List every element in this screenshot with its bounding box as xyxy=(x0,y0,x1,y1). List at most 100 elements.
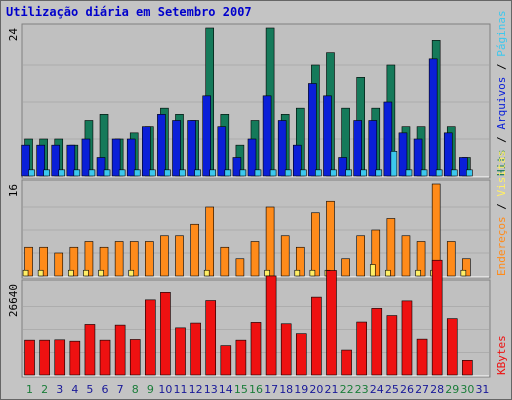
visitas-bar-day-13 xyxy=(203,269,210,277)
paginas-bar-day-3 xyxy=(58,169,66,177)
day-label-5: 5 xyxy=(86,383,93,396)
kbytes-bar-day-6 xyxy=(99,339,111,376)
day-label-13: 13 xyxy=(204,383,218,396)
kbytes-bar-day-15 xyxy=(235,339,247,376)
enderecos-bar-day-13 xyxy=(205,206,215,277)
kbytes-bar-day-27 xyxy=(416,338,428,376)
kbytes-bar-day-14 xyxy=(220,345,232,376)
kbytes-bar-day-17 xyxy=(265,275,277,376)
kbytes-bar-day-11 xyxy=(175,327,186,376)
visitas-bar-day-6 xyxy=(98,269,104,277)
paginas-bar-day-22 xyxy=(345,169,352,177)
legend-item-hits: Hits xyxy=(495,150,508,177)
kbytes-bar-day-3 xyxy=(54,339,66,376)
arquivos-bar-day-21 xyxy=(323,95,332,177)
enderecos-bar-day-27 xyxy=(416,241,426,277)
enderecos-bar-day-15 xyxy=(235,258,245,277)
arquivos-bar-day-3 xyxy=(51,144,61,177)
kbytes-bar-day-5 xyxy=(84,324,96,376)
arquivos-bar-day-20 xyxy=(308,83,317,177)
day-label-6: 6 xyxy=(102,383,109,396)
visitas-bar-day-2 xyxy=(37,269,44,277)
day-label-19: 19 xyxy=(294,383,308,396)
day-label-15: 15 xyxy=(234,383,248,396)
day-label-12: 12 xyxy=(189,383,203,396)
arquivos-bar-day-9 xyxy=(142,126,151,177)
paginas-bar-day-13 xyxy=(209,169,217,177)
arquivos-bar-day-4 xyxy=(66,144,76,177)
chart-title: Utilização diária em Setembro 2007 xyxy=(6,5,252,19)
paginas-bar-day-17 xyxy=(269,169,277,177)
arquivos-bar-day-30 xyxy=(459,157,468,177)
paginas-bar-day-26 xyxy=(405,169,413,177)
day-label-17: 17 xyxy=(264,383,278,396)
visitas-bar-day-17 xyxy=(264,269,270,277)
paginas-bar-day-5 xyxy=(88,169,96,177)
paginas-bar-day-24 xyxy=(375,169,383,177)
arquivos-bar-day-28 xyxy=(428,58,438,177)
day-label-26: 26 xyxy=(400,383,414,396)
legend-item-paginas: Páginas xyxy=(495,10,508,56)
day-label-3: 3 xyxy=(56,383,63,396)
visitas-bar-day-19 xyxy=(294,269,301,277)
day-label-4: 4 xyxy=(71,383,78,396)
paginas-bar-day-23 xyxy=(360,169,367,177)
kbytes-bar-day-1 xyxy=(24,339,35,376)
day-label-25: 25 xyxy=(385,383,399,396)
enderecos-bar-day-1 xyxy=(24,246,33,277)
legend-item-enderecos: Endereços xyxy=(495,216,508,276)
visitas-bar-day-27 xyxy=(415,269,421,277)
arquivos-bar-day-19 xyxy=(292,144,302,177)
legend-item-visitas: Visitas xyxy=(495,150,508,196)
kbytes-bar-day-2 xyxy=(39,339,50,376)
day-label-27: 27 xyxy=(415,383,429,396)
paginas-bar-day-11 xyxy=(179,169,186,177)
paginas-bar-day-30 xyxy=(466,169,473,177)
enderecos-bar-day-22 xyxy=(341,258,350,277)
legend-item-kbytes: KBytes xyxy=(495,335,508,375)
day-label-8: 8 xyxy=(132,383,139,396)
paginas-bar-day-16 xyxy=(254,169,262,177)
paginas-bar-day-10 xyxy=(164,169,171,177)
day-label-2: 2 xyxy=(41,383,48,396)
paginas-bar-day-25 xyxy=(390,151,398,177)
legend-kbytes-panel: KBytes xyxy=(495,335,508,375)
kbytes-bar-day-25 xyxy=(386,315,398,376)
kbytes-bar-day-7 xyxy=(114,324,126,376)
visitas-bar-day-24 xyxy=(369,264,376,277)
day-label-14: 14 xyxy=(219,383,233,396)
paginas-bar-day-2 xyxy=(43,169,50,177)
day-label-20: 20 xyxy=(309,383,323,396)
kbytes-bar-day-29 xyxy=(446,318,458,376)
enderecos-bar-day-14 xyxy=(220,246,230,277)
enderecos-bar-day-25 xyxy=(386,218,396,277)
arquivos-bar-day-22 xyxy=(338,157,347,177)
arquivos-bar-day-6 xyxy=(96,157,106,177)
visitas-bar-day-8 xyxy=(128,269,135,277)
arquivos-bar-day-18 xyxy=(277,120,287,177)
kbytes-bar-day-10 xyxy=(160,292,171,376)
enderecos-bar-day-7 xyxy=(114,241,124,277)
day-label-22: 22 xyxy=(340,383,354,396)
kbytes-bar-day-18 xyxy=(280,323,292,376)
kbytes-bar-day-21 xyxy=(326,270,337,376)
kbytes-bar-day-22 xyxy=(341,349,352,376)
kbytes-bar-day-28 xyxy=(431,259,443,376)
day-label-9: 9 xyxy=(147,383,154,396)
paginas-bar-day-27 xyxy=(420,169,428,177)
arquivos-bar-day-12 xyxy=(187,120,196,177)
enderecos-bar-day-8 xyxy=(129,241,139,277)
arquivos-bar-day-23 xyxy=(353,120,362,177)
paginas-bar-day-6 xyxy=(103,169,111,177)
kbytes-bar-day-20 xyxy=(311,296,322,376)
day-label-23: 23 xyxy=(355,383,369,396)
day-label-31: 31 xyxy=(475,383,489,396)
enderecos-bar-day-5 xyxy=(84,241,94,277)
paginas-bar-day-29 xyxy=(450,169,458,177)
paginas-bar-day-1 xyxy=(28,169,35,177)
arquivos-bar-day-2 xyxy=(36,144,45,177)
arquivos-bar-day-24 xyxy=(368,120,378,177)
arquivos-bar-day-13 xyxy=(202,95,212,177)
paginas-bar-day-14 xyxy=(224,169,232,177)
day-label-18: 18 xyxy=(279,383,293,396)
